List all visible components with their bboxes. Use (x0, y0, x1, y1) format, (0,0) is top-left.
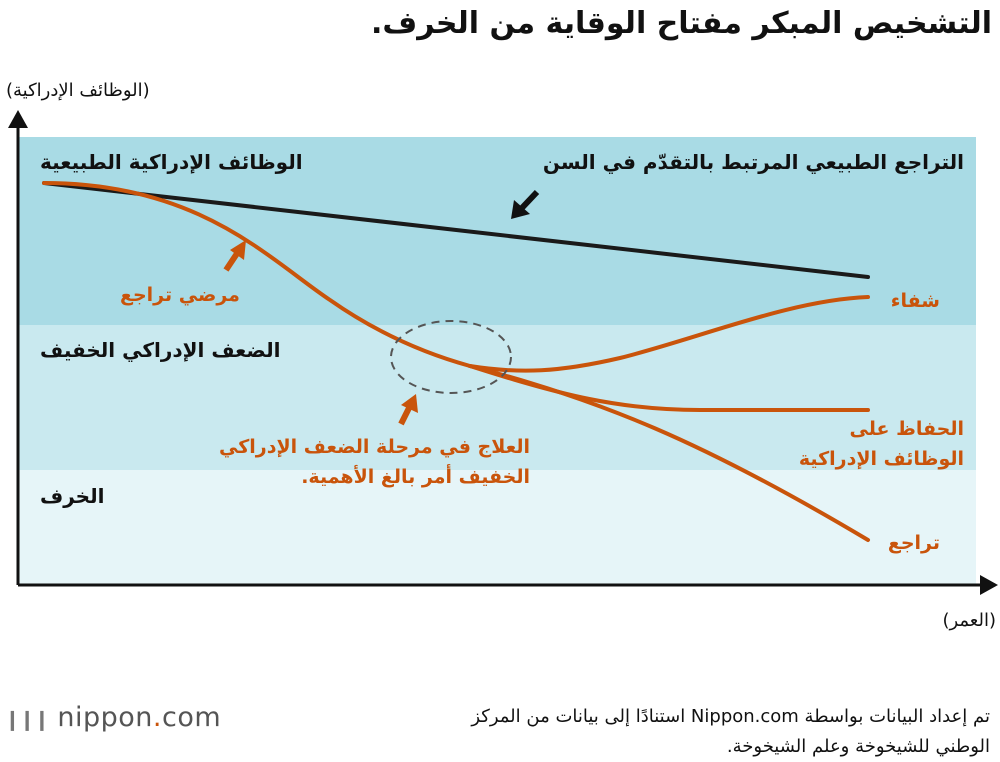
normal-aging-curve (42, 181, 870, 279)
treatment-annotation-line2: الخفيف أمر بالغ الأهمية. (301, 466, 530, 488)
source-note: تم إعداد البيانات بواسطة Nippon.com استن… (290, 702, 990, 762)
normal-aging-arrow-icon (511, 189, 540, 219)
band-label-mci: الضعف الإدراكي الخفيف (40, 338, 281, 362)
nippon-logo: ❙❙❙ nippon.com (4, 702, 221, 733)
logo-name: nippon (57, 702, 153, 733)
band-label-dementia: الخرف (40, 484, 105, 508)
diagram-canvas (8, 110, 998, 595)
treatment-annotation-line1: العلاج في مرحلة الضعف الإدراكي (218, 436, 530, 458)
decline-patients-arrow-icon (223, 240, 246, 272)
x-axis-label: (العمر) (942, 610, 996, 631)
logo-tld: com (162, 702, 222, 733)
maintain-label-line2: الوظائف الإدراكية (798, 448, 964, 470)
band-dementia (18, 470, 976, 585)
logo-dot: . (152, 702, 162, 733)
maintain-label: الحفاظ على الوظائف الإدراكية (799, 414, 964, 474)
source-line2: الوطني للشيخوخة وعلم الشيخوخة. (726, 736, 990, 757)
x-axis-arrow (980, 575, 998, 595)
decline-curve (468, 364, 870, 542)
band-label-normal: الوظائف الإدراكية الطبيعية (40, 150, 303, 174)
source-line1: تم إعداد البيانات بواسطة Nippon.com استن… (471, 706, 990, 727)
treatment-annotation: العلاج في مرحلة الضعف الإدراكي الخفيف أم… (160, 432, 530, 492)
y-axis-label: (الوظائف الإدراكية) (6, 80, 150, 101)
mci-intervention-ellipse (390, 320, 512, 394)
page-title: التشخيص المبكر مفتاح الوقاية من الخرف. (370, 6, 992, 41)
logo-bars-icon: ❙❙❙ (4, 707, 50, 731)
recovery-curve (468, 295, 870, 373)
band-normal (18, 137, 976, 325)
band-mci (18, 325, 976, 470)
recovery-label: شفاء (890, 290, 940, 312)
maintain-label-line1: الحفاظ على (849, 418, 964, 440)
decline-label: تراجع (887, 532, 940, 554)
decline-path-start (42, 181, 472, 368)
normal-aging-label: التراجع الطبيعي المرتبط بالتقدّم في السن (542, 150, 964, 174)
y-axis-arrow (8, 110, 28, 128)
decline-patients-label: مرضي تراجع (120, 284, 240, 306)
treatment-arrow-icon (398, 394, 418, 426)
